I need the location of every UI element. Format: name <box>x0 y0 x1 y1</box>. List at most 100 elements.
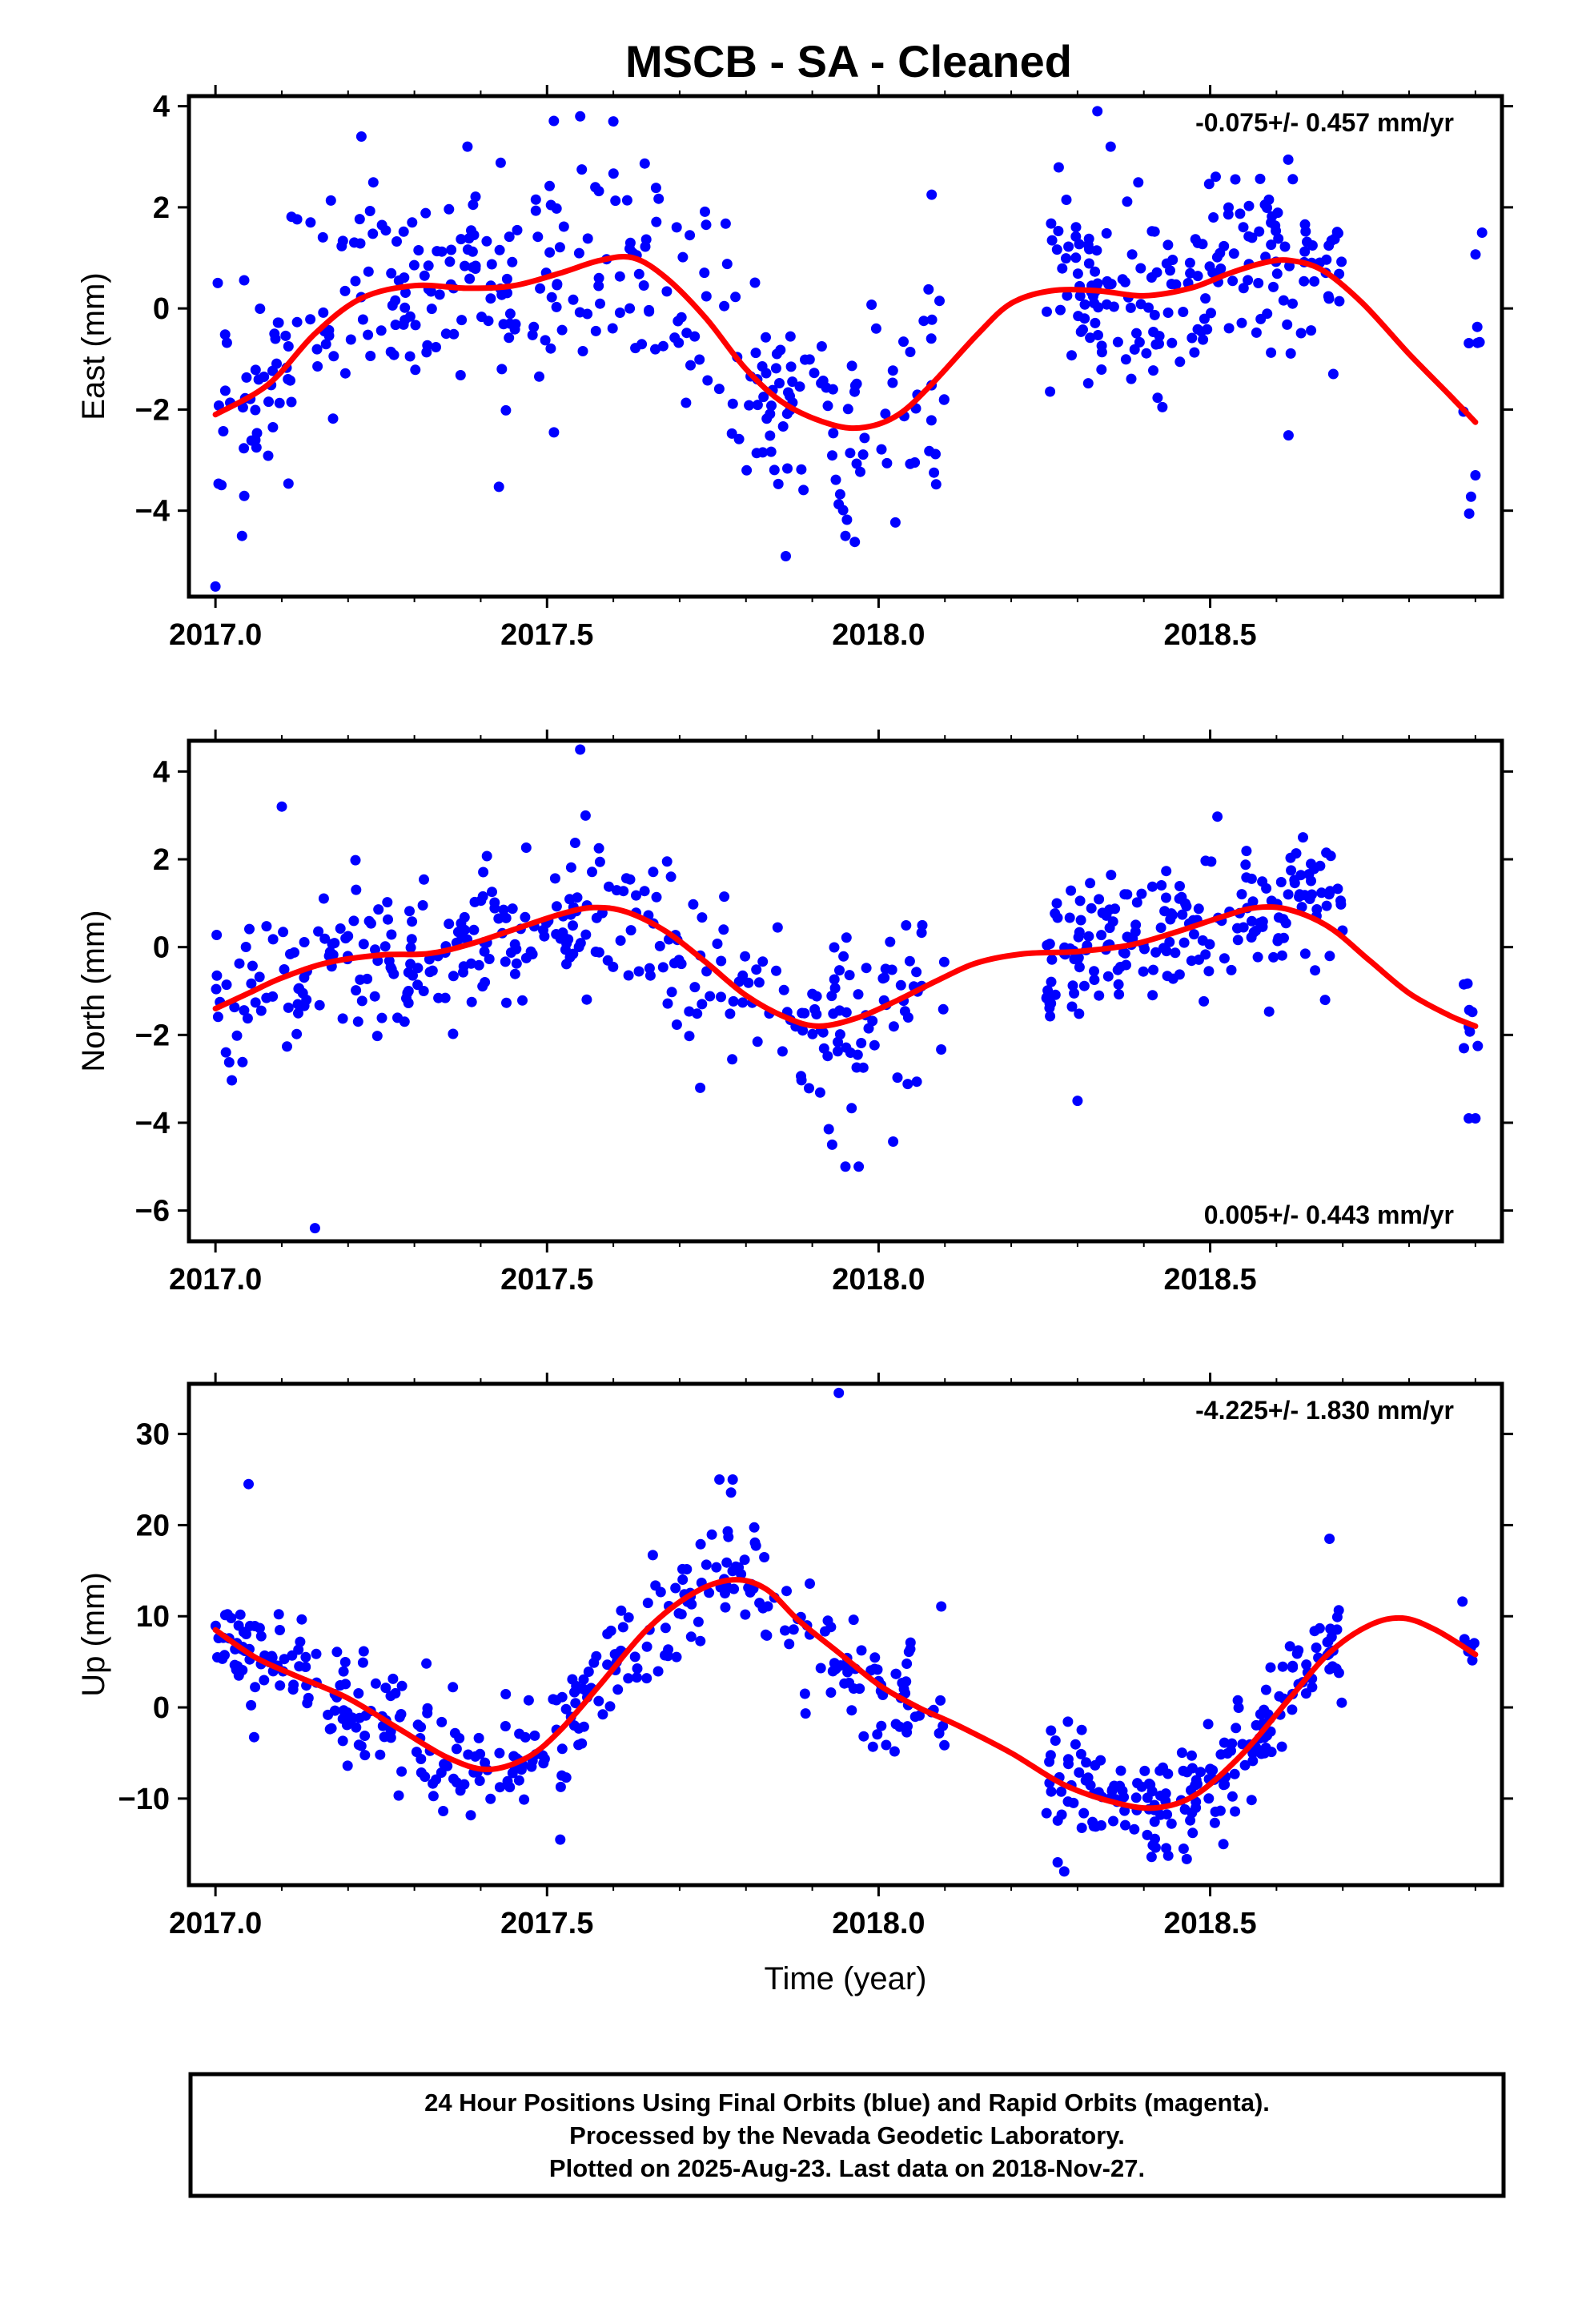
data-point <box>359 1750 371 1761</box>
data-point <box>1336 1697 1347 1708</box>
data-point <box>770 363 781 374</box>
data-point <box>552 279 563 291</box>
data-point <box>1192 324 1203 335</box>
data-point <box>833 1387 845 1398</box>
data-point <box>604 881 614 892</box>
data-point <box>1052 1857 1063 1868</box>
data-point <box>1141 348 1152 359</box>
data-point <box>573 247 584 259</box>
data-point <box>570 1698 581 1709</box>
data-point <box>448 1028 459 1039</box>
data-point <box>719 300 730 312</box>
data-point <box>294 1661 305 1672</box>
data-point <box>494 1747 505 1759</box>
data-point <box>889 517 901 528</box>
data-point <box>1119 276 1130 287</box>
data-point <box>493 481 504 493</box>
data-point <box>428 1791 439 1802</box>
data-point <box>1046 1725 1057 1736</box>
data-point <box>465 1810 476 1821</box>
data-point <box>1470 249 1481 260</box>
data-point <box>1284 1641 1295 1652</box>
data-point <box>879 972 890 983</box>
data-point <box>305 314 316 325</box>
data-point <box>633 268 644 279</box>
data-point <box>527 329 538 340</box>
data-point <box>1154 331 1165 342</box>
data-point <box>623 970 634 981</box>
data-point <box>608 116 619 127</box>
data-point <box>218 426 229 436</box>
data-point <box>335 1680 346 1691</box>
data-point <box>888 1136 899 1147</box>
data-point <box>1203 179 1215 190</box>
data-point <box>1252 951 1263 963</box>
data-point <box>1319 995 1331 1006</box>
data-point <box>1215 1805 1226 1816</box>
data-point <box>1101 299 1112 310</box>
data-point <box>695 1082 706 1093</box>
data-point <box>612 1684 624 1695</box>
data-point <box>554 242 565 253</box>
data-point <box>673 316 684 327</box>
data-point <box>1085 878 1096 889</box>
data-point <box>701 1559 712 1570</box>
data-point <box>1041 992 1052 1003</box>
data-point <box>305 217 316 228</box>
data-point <box>385 346 396 357</box>
data-point <box>1333 1605 1344 1616</box>
data-point <box>829 1658 840 1669</box>
data-point <box>841 1042 852 1053</box>
data-point <box>400 315 411 326</box>
data-point <box>676 1609 687 1620</box>
data-point <box>1311 1642 1322 1653</box>
data-point <box>211 983 222 995</box>
data-point <box>657 962 669 973</box>
data-point <box>889 1746 900 1757</box>
data-point <box>631 890 641 901</box>
data-point <box>1114 962 1126 972</box>
data-point <box>1106 870 1117 881</box>
data-point <box>737 970 749 981</box>
data-point <box>495 157 506 168</box>
data-point <box>287 1684 299 1695</box>
data-point <box>638 280 649 291</box>
data-point <box>653 193 665 204</box>
data-point <box>837 505 849 516</box>
data-point <box>610 195 621 207</box>
data-point <box>761 332 771 343</box>
data-point <box>1186 1750 1197 1761</box>
data-point <box>641 1641 652 1652</box>
data-point <box>765 446 777 457</box>
data-point <box>568 294 579 305</box>
data-point <box>578 1683 588 1695</box>
data-point <box>1174 969 1185 980</box>
data-point <box>1203 1719 1214 1730</box>
data-point <box>419 874 429 885</box>
data-point <box>711 1562 722 1573</box>
data-point <box>1233 1703 1244 1713</box>
data-point <box>749 277 761 288</box>
data-point <box>854 1683 865 1695</box>
data-point <box>1276 950 1287 961</box>
x-tick-label: 2018.5 <box>1163 1907 1256 1940</box>
data-point <box>338 1666 349 1677</box>
data-point <box>1325 850 1336 862</box>
data-point <box>681 328 693 339</box>
data-point <box>1096 930 1107 941</box>
data-point <box>778 984 789 995</box>
data-point <box>313 926 324 937</box>
y-tick-label: −4 <box>135 495 170 529</box>
data-point <box>292 999 303 1010</box>
data-point <box>311 344 323 355</box>
data-point <box>1166 279 1177 290</box>
data-point <box>530 194 541 205</box>
data-point <box>390 320 401 331</box>
data-point <box>242 1013 253 1024</box>
data-point <box>478 866 489 878</box>
data-point <box>876 1720 887 1731</box>
data-point <box>386 267 397 279</box>
data-point <box>814 1087 825 1098</box>
data-point <box>565 862 576 873</box>
data-point <box>363 329 374 340</box>
